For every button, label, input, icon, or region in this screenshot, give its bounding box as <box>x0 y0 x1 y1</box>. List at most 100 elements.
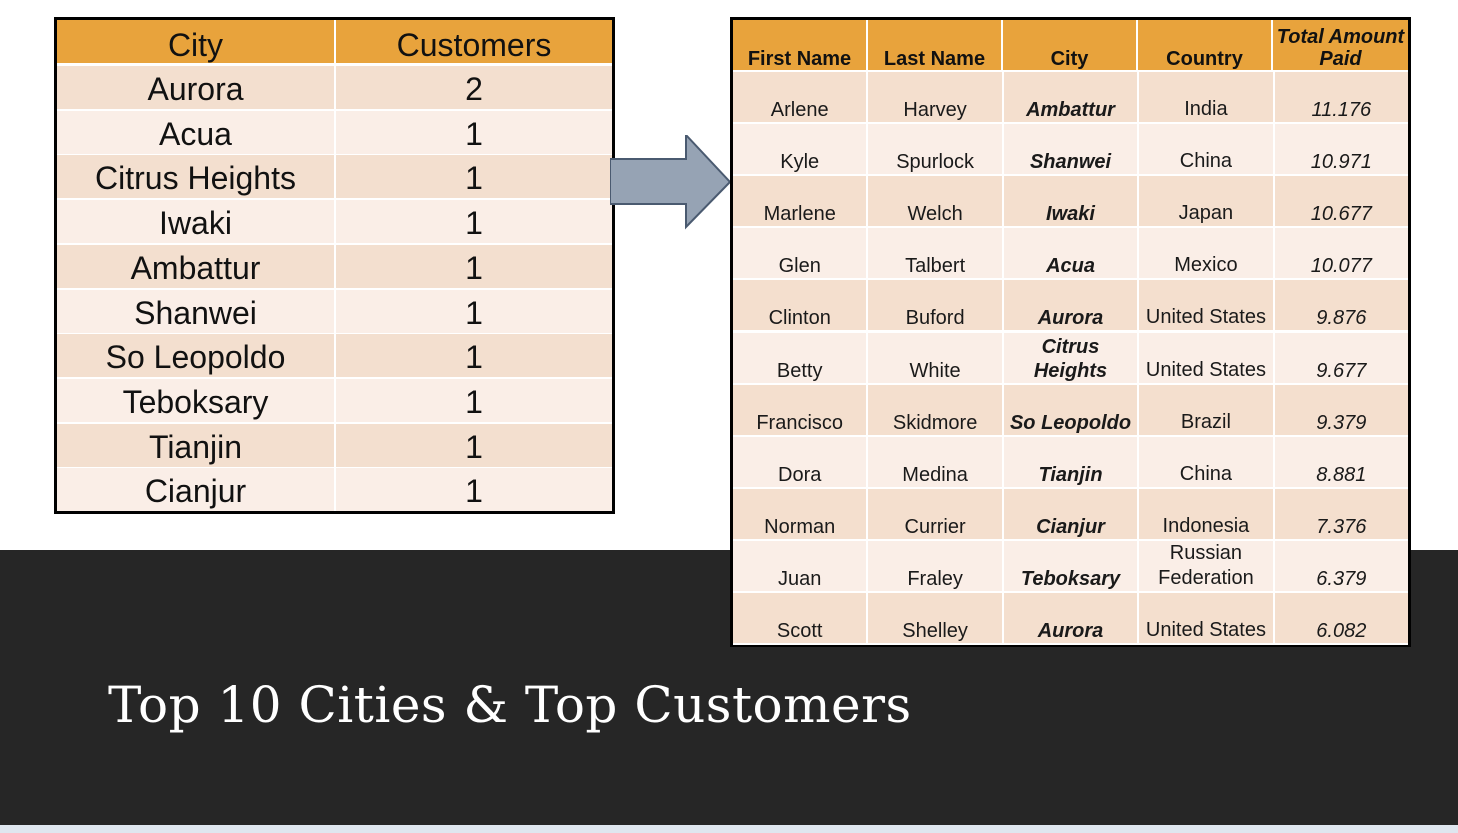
city-cell: Citrus Heights <box>1003 332 1140 385</box>
city-cell: Shanwei <box>1003 124 1140 177</box>
city-cell: Iwaki <box>57 200 336 244</box>
table-header: First Name Last Name City Country Total … <box>733 20 1408 70</box>
right-arrow-icon <box>610 135 732 230</box>
table-row: Francisco Skidmore So Leopoldo Brazil 9.379 <box>733 384 1409 437</box>
customers-cell: 1 <box>336 244 612 288</box>
table-row: Tianjin 1 <box>57 423 612 467</box>
amount-cell: 8.881 <box>1274 436 1409 489</box>
table-row: Norman Currier Cianjur Indonesia 7.376 <box>733 488 1409 541</box>
country-cell: China <box>1139 124 1275 177</box>
customers-cell: 1 <box>336 378 612 422</box>
table-row: Citrus Heights 1 <box>57 155 612 199</box>
city-cell: Ambattur <box>57 244 336 288</box>
header-last-name: Last Name <box>868 20 1003 70</box>
city-cell: Aurora <box>57 66 336 109</box>
customers-cell: 2 <box>336 66 612 109</box>
header-city: City <box>1003 20 1138 70</box>
customers-cell: 1 <box>336 289 612 333</box>
country-cell: United States <box>1139 280 1275 333</box>
table-row: So Leopoldo 1 <box>57 334 612 378</box>
table-header: City Customers <box>57 20 612 63</box>
amount-cell: 6.379 <box>1274 540 1409 593</box>
amount-cell: 10.971 <box>1274 124 1409 177</box>
amount-cell: 6.082 <box>1274 593 1409 645</box>
customers-cell: 1 <box>336 200 612 244</box>
city-cell: Teboksary <box>57 378 336 422</box>
city-cell: So Leopoldo <box>1003 384 1140 437</box>
city-cell: Ambattur <box>1003 72 1140 124</box>
country-cell: Japan <box>1139 176 1275 229</box>
last-name-cell: Medina <box>868 436 1004 489</box>
customers-cell: 1 <box>336 423 612 467</box>
table-row: Aurora 2 <box>57 66 612 109</box>
last-name-cell: White <box>868 332 1004 385</box>
amount-cell: 9.677 <box>1274 332 1409 385</box>
table-row: Scott Shelley Aurora United States 6.082 <box>733 593 1409 645</box>
table-row: Dora Medina Tianjin China 8.881 <box>733 436 1409 489</box>
top-customers-table: First Name Last Name City Country Total … <box>730 17 1411 647</box>
amount-cell: 10.077 <box>1274 228 1409 281</box>
last-name-cell: Welch <box>868 176 1004 229</box>
last-name-cell: Shelley <box>868 593 1004 645</box>
country-cell: China <box>1139 436 1275 489</box>
city-cell: Aurora <box>1003 280 1140 333</box>
last-name-cell: Currier <box>868 488 1004 541</box>
bottom-strip <box>0 825 1458 833</box>
first-name-cell: Dora <box>733 436 869 489</box>
first-name-cell: Arlene <box>733 72 869 124</box>
customers-cell: 1 <box>336 110 612 154</box>
first-name-cell: Glen <box>733 228 869 281</box>
table-row: Cianjur 1 <box>57 468 612 512</box>
table-row: Clinton Buford Aurora United States 9.876 <box>733 280 1409 333</box>
header-first-name: First Name <box>733 20 868 70</box>
first-name-cell: Norman <box>733 488 869 541</box>
customers-cell: 1 <box>336 334 612 378</box>
last-name-cell: Buford <box>868 280 1004 333</box>
amount-cell: 7.376 <box>1274 488 1409 541</box>
header-customers: Customers <box>396 27 552 63</box>
country-cell: Russian Federation <box>1139 540 1275 593</box>
header-country: Country <box>1138 20 1273 70</box>
city-cell: Acua <box>57 110 336 154</box>
header-city: City <box>57 20 336 63</box>
last-name-cell: Spurlock <box>868 124 1004 177</box>
slide-title: Top 10 Cities & Top Customers <box>108 676 912 734</box>
first-name-cell: Betty <box>733 332 869 385</box>
city-cell: Acua <box>1003 228 1140 281</box>
city-cell: Tianjin <box>57 423 336 467</box>
table-row: Acua 1 <box>57 110 612 154</box>
first-name-cell: Scott <box>733 593 869 645</box>
country-cell: Mexico <box>1139 228 1275 281</box>
city-cell: Tianjin <box>1003 436 1140 489</box>
city-cell: Cianjur <box>1003 488 1140 541</box>
customers-cell: 1 <box>336 468 612 512</box>
header-total-amount-paid: Total Amount Paid <box>1276 26 1405 70</box>
table-row: Shanwei 1 <box>57 289 612 333</box>
top-cities-table: City Customers Aurora 2 Acua 1 Citrus Height… <box>54 17 615 514</box>
table-row: Betty White Citrus Heights United States 9.6… <box>733 332 1409 385</box>
table-row: Iwaki 1 <box>57 200 612 244</box>
amount-cell: 9.379 <box>1274 384 1409 437</box>
city-cell: So Leopoldo <box>57 334 336 378</box>
city-cell: Teboksary <box>1003 540 1140 593</box>
first-name-cell: Marlene <box>733 176 869 229</box>
last-name-cell: Harvey <box>868 72 1004 124</box>
first-name-cell: Clinton <box>733 280 869 333</box>
last-name-cell: Talbert <box>868 228 1004 281</box>
last-name-cell: Fraley <box>868 540 1004 593</box>
table-row: Marlene Welch Iwaki Japan 10.677 <box>733 176 1409 229</box>
amount-cell: 11.176 <box>1274 72 1409 124</box>
country-cell: United States <box>1139 593 1275 645</box>
customers-cell: 1 <box>336 155 612 199</box>
country-cell: India <box>1139 72 1275 124</box>
city-cell: Cianjur <box>57 468 336 512</box>
city-cell: Shanwei <box>57 289 336 333</box>
country-cell: Indonesia <box>1139 488 1275 541</box>
country-cell: United States <box>1139 332 1275 385</box>
table-row: Ambattur 1 <box>57 244 612 288</box>
table-row: Arlene Harvey Ambattur India 11.176 <box>733 72 1409 124</box>
amount-cell: 10.677 <box>1274 176 1409 229</box>
first-name-cell: Kyle <box>733 124 869 177</box>
table-row: Kyle Spurlock Shanwei China 10.971 <box>733 124 1409 177</box>
city-cell: Citrus Heights <box>57 155 336 199</box>
